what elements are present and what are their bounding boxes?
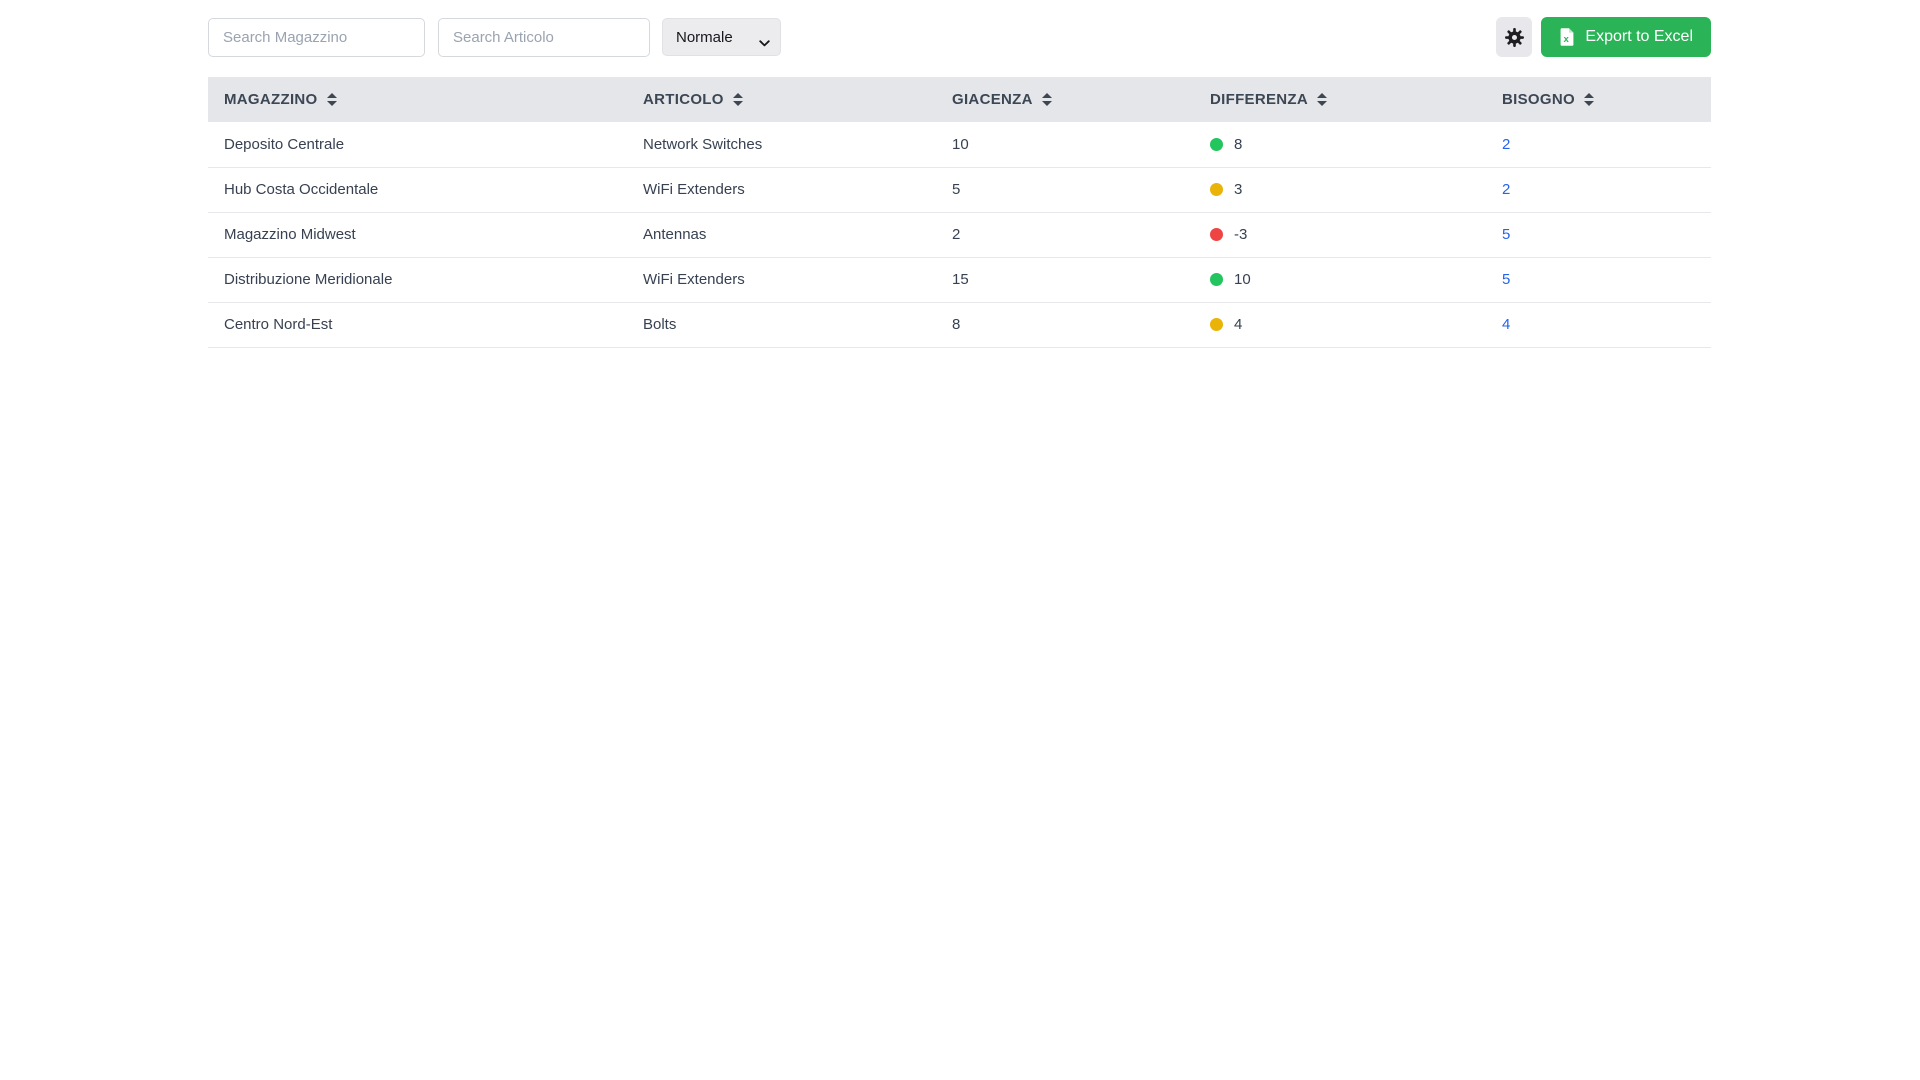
magazzino-value: Hub Costa Occidentale xyxy=(224,181,379,198)
column-label: BISOGNO xyxy=(1502,91,1575,108)
inventory-table: MAGAZZINO ARTICOLO GIACENZA DIFFERENZA BISOG… xyxy=(208,77,1711,348)
bisogno-cell: 2 xyxy=(1486,167,1711,213)
articolo-cell: Bolts xyxy=(627,302,936,348)
differenza-cell: 4 xyxy=(1194,302,1486,348)
bisogno-link[interactable]: 5 xyxy=(1502,271,1511,288)
differenza-value: 4 xyxy=(1234,316,1243,333)
magazzino-cell: Hub Costa Occidentale xyxy=(208,167,627,213)
status-dot-yellow xyxy=(1210,318,1223,331)
status-dot-green xyxy=(1210,273,1223,286)
export-to-excel-button[interactable]: x Export to Excel xyxy=(1541,17,1711,57)
giacenza-cell: 5 xyxy=(936,167,1194,213)
table-row: Magazzino Midwest Antennas 2 -3 5 xyxy=(208,212,1711,258)
table-body: Deposito Centrale Network Switches 10 8 2 Hub… xyxy=(208,122,1711,348)
bisogno-cell: 2 xyxy=(1486,122,1711,168)
sort-icon[interactable] xyxy=(326,93,337,106)
column-header-articolo[interactable]: ARTICOLO xyxy=(627,77,936,122)
bisogno-cell: 5 xyxy=(1486,212,1711,258)
articolo-cell: Antennas xyxy=(627,212,936,258)
articolo-cell: WiFi Extenders xyxy=(627,257,936,303)
differenza-value: 10 xyxy=(1234,271,1251,288)
bisogno-cell: 4 xyxy=(1486,302,1711,348)
status-dot-green xyxy=(1210,137,1223,151)
table-header-row: MAGAZZINO ARTICOLO GIACENZA DIFFERENZA BISOG… xyxy=(208,77,1711,122)
search-articolo-input[interactable] xyxy=(438,17,650,57)
mode-select-wrap: Normale xyxy=(662,18,781,56)
bisogno-cell: 5 xyxy=(1486,257,1711,303)
column-label: ARTICOLO xyxy=(643,91,724,108)
sort-icon[interactable] xyxy=(732,93,743,106)
status-dot-red xyxy=(1210,228,1223,241)
bisogno-link[interactable]: 2 xyxy=(1502,181,1511,198)
giacenza-value: 10 xyxy=(952,135,969,153)
giacenza-value: 2 xyxy=(952,226,961,243)
column-header-magazzino[interactable]: MAGAZZINO xyxy=(208,77,627,122)
column-label: DIFFERENZA xyxy=(1210,91,1308,108)
differenza-cell: 3 xyxy=(1194,167,1486,213)
differenza-value: 8 xyxy=(1234,135,1243,153)
column-label: GIACENZA xyxy=(952,91,1033,108)
table-header: MAGAZZINO ARTICOLO GIACENZA DIFFERENZA BISOG… xyxy=(208,77,1711,122)
articolo-value: WiFi Extenders xyxy=(643,181,745,198)
excel-file-icon: x xyxy=(1559,27,1575,47)
differenza-value: 3 xyxy=(1234,181,1243,198)
table-row: Deposito Centrale Network Switches 10 8 2 xyxy=(208,122,1711,168)
articolo-value: Antennas xyxy=(643,226,707,243)
articolo-cell: Network Switches xyxy=(627,122,936,168)
search-magazzino-input[interactable] xyxy=(208,17,425,57)
bisogno-link[interactable]: 4 xyxy=(1502,316,1511,333)
bisogno-link[interactable]: 2 xyxy=(1502,135,1511,153)
sort-icon[interactable] xyxy=(1583,93,1594,106)
giacenza-value: 5 xyxy=(952,181,961,198)
settings-button[interactable] xyxy=(1496,17,1533,57)
column-header-giacenza[interactable]: GIACENZA xyxy=(936,77,1194,122)
sort-icon[interactable] xyxy=(1317,93,1327,106)
magazzino-value: Centro Nord-Est xyxy=(224,316,333,333)
giacenza-value: 8 xyxy=(952,316,961,333)
magazzino-cell: Distribuzione Meridionale xyxy=(208,257,627,303)
column-label: MAGAZZINO xyxy=(224,91,318,108)
differenza-value: -3 xyxy=(1234,226,1248,243)
differenza-cell: 10 xyxy=(1194,257,1486,303)
magazzino-value: Magazzino Midwest xyxy=(224,226,356,243)
articolo-value: Bolts xyxy=(643,316,677,333)
export-button-label: Export to Excel xyxy=(1585,28,1693,45)
inventory-page: Normale xyxy=(208,17,1711,348)
gear-icon xyxy=(1504,27,1525,48)
table-row: Centro Nord-Est Bolts 8 4 4 xyxy=(208,302,1711,348)
magazzino-cell: Deposito Centrale xyxy=(208,122,627,168)
giacenza-value: 15 xyxy=(952,271,969,288)
magazzino-cell: Centro Nord-Est xyxy=(208,302,627,348)
column-header-bisogno[interactable]: BISOGNO xyxy=(1486,77,1711,122)
status-dot-yellow xyxy=(1210,183,1223,196)
bisogno-link[interactable]: 5 xyxy=(1502,226,1511,243)
toolbar: Normale xyxy=(208,17,1711,57)
differenza-cell: -3 xyxy=(1194,212,1486,258)
table-row: Hub Costa Occidentale WiFi Extenders 5 3 2 xyxy=(208,167,1711,213)
mode-select[interactable]: Normale xyxy=(662,18,781,56)
giacenza-cell: 15 xyxy=(936,257,1194,303)
sort-icon[interactable] xyxy=(1041,93,1052,106)
table-row: Distribuzione Meridionale WiFi Extenders 1… xyxy=(208,257,1711,303)
magazzino-cell: Magazzino Midwest xyxy=(208,212,627,258)
articolo-cell: WiFi Extenders xyxy=(627,167,936,213)
differenza-cell: 8 xyxy=(1194,122,1486,168)
articolo-value: WiFi Extenders xyxy=(643,271,745,288)
magazzino-value: Deposito Centrale xyxy=(224,135,345,153)
giacenza-cell: 8 xyxy=(936,302,1194,348)
magazzino-value: Distribuzione Meridionale xyxy=(224,271,393,288)
articolo-value: Network Switches xyxy=(643,135,763,153)
giacenza-cell: 10 xyxy=(936,122,1194,168)
column-header-differenza[interactable]: DIFFERENZA xyxy=(1194,77,1486,122)
giacenza-cell: 2 xyxy=(936,212,1194,258)
svg-text:x: x xyxy=(1564,34,1570,45)
